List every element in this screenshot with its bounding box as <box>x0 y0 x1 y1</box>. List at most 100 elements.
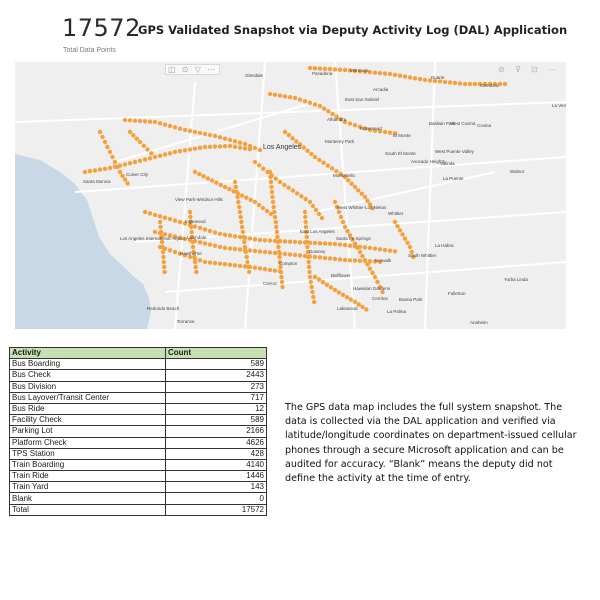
map-toolbar[interactable]: ◫ ⊙ ▽ ⋯ <box>165 64 221 75</box>
table-row: Bus Layover/Transit Center 717 <box>9 391 267 404</box>
gps-point <box>322 255 328 261</box>
count-cell: 4140 <box>165 458 267 472</box>
gps-point <box>356 188 361 193</box>
gps-point <box>367 259 373 264</box>
gps-point <box>312 254 318 260</box>
map-tools[interactable]: ⊘ ⊽ ⊡ ⋯ <box>498 65 560 74</box>
gps-point <box>352 299 358 305</box>
gps-point <box>362 69 368 74</box>
gps-point <box>277 179 283 185</box>
gps-point <box>432 78 438 84</box>
gps-point <box>332 199 338 205</box>
gps-point <box>192 146 198 151</box>
place-label: Alhambra <box>327 117 347 122</box>
gps-point <box>262 249 268 255</box>
road <box>244 62 266 329</box>
gps-point <box>275 239 281 245</box>
place-label: East Los Angeles <box>300 229 335 234</box>
gps-point <box>303 196 308 202</box>
gps-point <box>321 160 326 165</box>
gps-point <box>257 163 262 168</box>
gps-point <box>352 123 358 128</box>
gps-point <box>362 245 368 250</box>
gps-point <box>477 81 483 87</box>
gps-point <box>275 234 280 240</box>
gps-point <box>364 307 369 312</box>
gps-point <box>382 247 388 253</box>
place-label: Fullerton <box>448 291 466 296</box>
table-row: Parking Lot 2166 <box>9 425 267 438</box>
gps-point <box>297 253 303 258</box>
table-row: Platform Check 4626 <box>9 436 267 449</box>
gps-point <box>217 261 223 266</box>
gps-point <box>197 225 203 231</box>
gps-point <box>411 254 416 260</box>
place-label: Norwalk <box>375 258 392 263</box>
gps-point <box>309 151 314 157</box>
gps-point <box>307 100 313 105</box>
gps-point <box>342 257 348 263</box>
gps-point <box>247 236 253 241</box>
place-label: Valinda <box>440 161 455 166</box>
gps-point <box>152 119 158 125</box>
gps-map[interactable]: ◫ ⊙ ▽ ⋯ ⊘ ⊽ ⊡ ⋯ Glendale Pasadena Monrovia… <box>15 62 566 329</box>
gps-point <box>272 250 278 256</box>
gps-point <box>209 178 215 183</box>
gps-point <box>332 241 338 247</box>
gps-point <box>237 145 243 150</box>
place-label: Santa Fe Springs <box>336 236 371 241</box>
gps-point <box>115 164 120 170</box>
gps-point <box>247 248 253 253</box>
gps-point <box>329 166 335 171</box>
road <box>134 211 566 243</box>
activity-cell: Bus Layover/Transit Center <box>9 391 166 404</box>
gps-point <box>177 251 183 256</box>
gps-point <box>231 189 236 194</box>
place-label: Inglewood <box>185 219 206 224</box>
gps-point <box>497 81 503 87</box>
gps-point <box>227 262 233 267</box>
gps-point <box>187 147 193 152</box>
gps-point <box>317 103 323 109</box>
map-roads <box>15 62 566 329</box>
gps-point <box>239 193 245 198</box>
gps-point <box>92 168 98 173</box>
gps-point <box>189 229 194 235</box>
gps-point <box>159 239 165 245</box>
place-label: Lakewood <box>337 306 358 311</box>
gps-point <box>193 264 198 270</box>
gps-point <box>307 65 313 71</box>
gps-point <box>347 243 353 248</box>
gps-point <box>97 167 103 172</box>
gps-point <box>201 174 206 179</box>
gps-point <box>247 269 252 275</box>
gps-point <box>125 181 130 186</box>
gps-point <box>212 133 218 139</box>
gps-point <box>342 119 348 125</box>
gps-point <box>372 274 378 280</box>
gps-point <box>367 202 373 207</box>
gps-point <box>392 131 398 136</box>
gps-point <box>365 198 370 203</box>
gps-point <box>172 149 178 155</box>
gps-point <box>252 145 258 151</box>
gps-point <box>162 264 167 270</box>
place-label: Avocado Heights <box>411 159 445 164</box>
count-cell: 143 <box>165 481 267 494</box>
gps-point <box>452 80 458 86</box>
table-row: Train Ride 1446 <box>9 470 267 483</box>
gps-point <box>277 254 282 260</box>
gps-point <box>252 265 258 270</box>
gps-point <box>344 295 350 300</box>
gps-point <box>233 184 238 190</box>
gps-point <box>487 81 493 87</box>
gps-point <box>482 81 488 87</box>
gps-point <box>237 247 243 252</box>
gps-point <box>269 189 275 195</box>
gps-point <box>235 191 241 196</box>
gps-point <box>237 140 243 145</box>
count-cell: 2166 <box>165 425 267 438</box>
map-canvas[interactable] <box>15 62 566 329</box>
gps-point <box>222 232 228 237</box>
gps-point <box>122 162 128 167</box>
